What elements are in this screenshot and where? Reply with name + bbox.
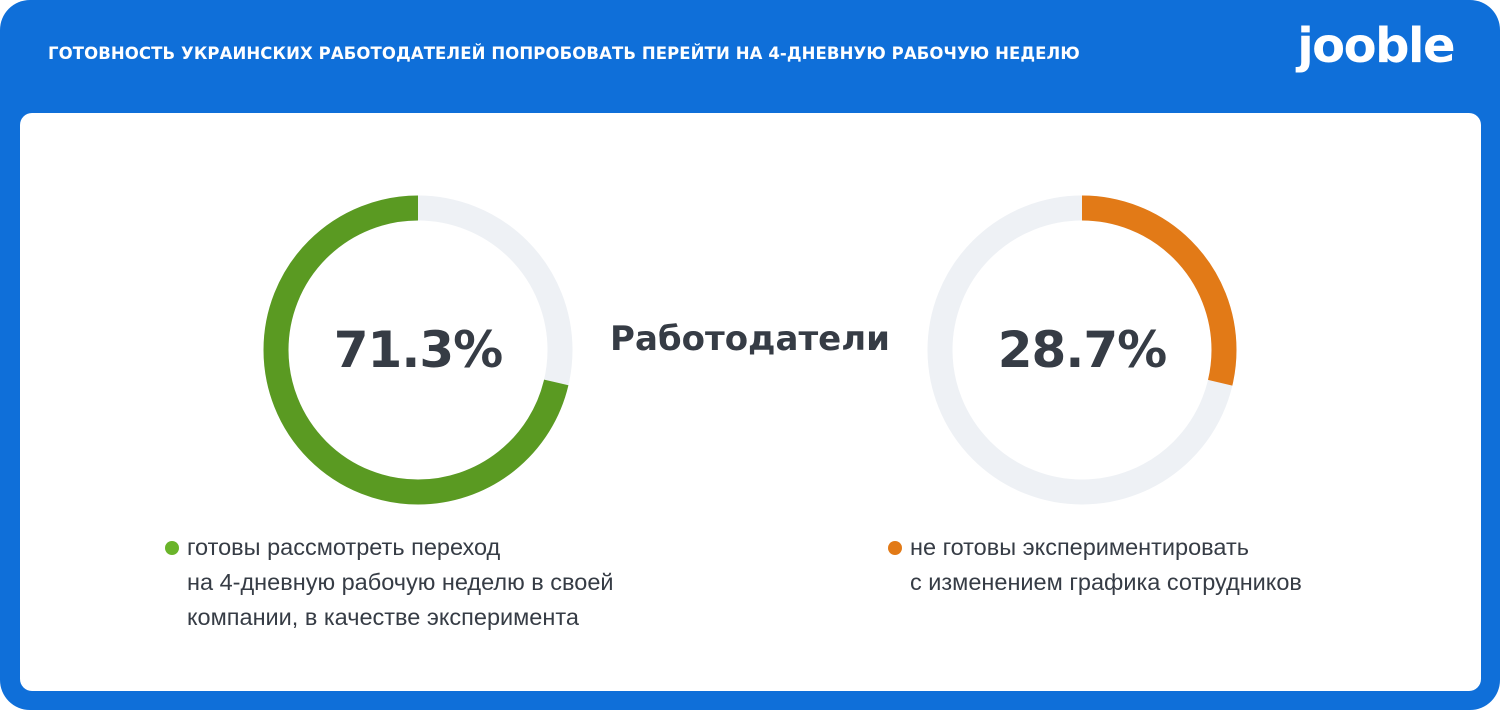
donut-ring-ready (263, 195, 573, 505)
donut-ready: 71.3% (258, 190, 578, 510)
chart-title: ГОТОВНОСТЬ УКРАИНСКИХ РАБОТОДАТЕЛЕЙ ПОПР… (48, 44, 1080, 63)
donut-value-ready: 71.3% (333, 321, 503, 379)
donut-not-ready: 28.7% (922, 190, 1242, 510)
legend-dot-orange-icon (888, 541, 902, 555)
jooble-logo: jooble (1297, 18, 1455, 74)
group-label: Работодатели (610, 319, 890, 359)
legend-item-not-ready: не готовы экспериментировать с изменение… (888, 530, 1302, 600)
legend-text-ready: готовы рассмотреть переход на 4-дневную … (187, 534, 614, 630)
legend-text-not-ready: не готовы экспериментировать с изменение… (910, 534, 1302, 595)
donut-ring-not-ready (927, 195, 1237, 505)
chart-card (20, 113, 1481, 691)
legend-item-ready: готовы рассмотреть переход на 4-дневную … (165, 530, 614, 635)
legend-dot-green-icon (165, 541, 179, 555)
donut-value-not-ready: 28.7% (997, 321, 1167, 379)
